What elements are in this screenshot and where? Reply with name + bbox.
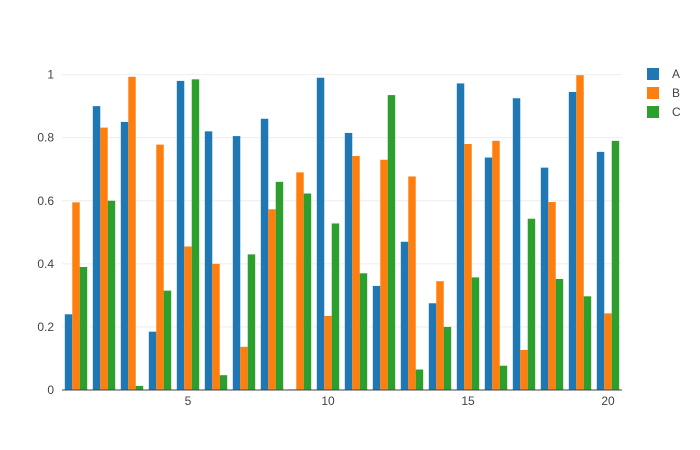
bar-B-20[interactable] [604, 313, 612, 390]
bar-A-11[interactable] [344, 132, 353, 390]
bar-B-3[interactable] [128, 76, 136, 391]
y-tick-label: 0.8 [37, 131, 54, 145]
bar-C-4[interactable] [163, 290, 172, 390]
bar-A-1[interactable] [64, 314, 73, 390]
bar-C-12[interactable] [387, 95, 396, 390]
bar-B-4[interactable] [156, 144, 164, 390]
bar-C-18[interactable] [555, 278, 564, 390]
y-tick-label: 0.4 [37, 257, 54, 271]
bar-C-11[interactable] [359, 273, 368, 390]
bar-B-6[interactable] [212, 263, 220, 390]
bars [64, 75, 620, 391]
bar-A-14[interactable] [428, 303, 437, 390]
bar-B-7[interactable] [240, 346, 248, 390]
bar-C-17[interactable] [527, 218, 536, 390]
bar-A-3[interactable] [120, 121, 129, 391]
bar-C-10[interactable] [331, 223, 340, 390]
bar-A-2[interactable] [92, 106, 101, 390]
legend-swatch [647, 106, 659, 118]
bar-A-19[interactable] [568, 91, 577, 390]
bar-A-15[interactable] [456, 83, 465, 391]
legend-label: C [672, 105, 681, 119]
bar-A-7[interactable] [232, 136, 241, 390]
bar-B-5[interactable] [184, 246, 192, 390]
legend-item-B[interactable]: B [647, 86, 680, 100]
legend-label: A [672, 67, 680, 81]
y-tick-label: 0.2 [37, 320, 54, 334]
legend-item-C[interactable]: C [647, 105, 681, 119]
bar-C-19[interactable] [583, 296, 592, 390]
y-tick-label: 0 [47, 383, 54, 397]
bar-B-2[interactable] [100, 127, 108, 390]
legend-swatch [647, 87, 659, 99]
bar-C-13[interactable] [415, 369, 424, 391]
bar-B-13[interactable] [408, 176, 416, 390]
bar-C-20[interactable] [611, 140, 620, 390]
bar-B-9[interactable] [296, 172, 304, 390]
bar-C-7[interactable] [247, 254, 256, 390]
legend-swatch [647, 68, 659, 80]
bar-C-6[interactable] [219, 375, 228, 390]
bar-A-12[interactable] [372, 285, 381, 390]
x-tick-label: 5 [185, 394, 192, 408]
bar-B-14[interactable] [436, 281, 444, 390]
bar-B-18[interactable] [548, 202, 556, 390]
legend-label: B [672, 86, 680, 100]
x-tick-label: 10 [321, 394, 335, 408]
bar-C-1[interactable] [79, 266, 88, 390]
bar-C-2[interactable] [107, 200, 116, 390]
bar-A-18[interactable] [540, 167, 549, 390]
legend-item-A[interactable]: A [647, 67, 680, 81]
bar-A-6[interactable] [204, 131, 213, 391]
bar-A-17[interactable] [512, 98, 521, 390]
bar-B-15[interactable] [464, 143, 472, 390]
bar-B-8[interactable] [268, 209, 276, 390]
bar-C-9[interactable] [303, 193, 312, 391]
bar-C-8[interactable] [275, 181, 284, 390]
bar-A-20[interactable] [596, 151, 605, 390]
bar-B-16[interactable] [492, 140, 500, 390]
y-tick-label: 0.6 [37, 194, 54, 208]
bar-B-17[interactable] [520, 349, 528, 390]
bar-A-13[interactable] [400, 241, 409, 390]
bar-B-10[interactable] [324, 315, 332, 390]
legend[interactable]: ABC [647, 67, 681, 119]
bar-B-12[interactable] [380, 159, 388, 390]
bar-C-16[interactable] [499, 365, 508, 390]
bar-A-4[interactable] [148, 331, 157, 390]
bar-A-16[interactable] [484, 157, 493, 390]
bar-C-3[interactable] [135, 385, 144, 390]
x-tick-label: 15 [461, 394, 475, 408]
bar-A-5[interactable] [176, 80, 185, 391]
bar-C-15[interactable] [471, 277, 480, 390]
axes: 00.20.40.60.815 10 15 20 [37, 68, 622, 408]
bar-C-14[interactable] [443, 326, 452, 390]
y-tick-label: 1 [47, 68, 54, 82]
bar-A-8[interactable] [260, 118, 269, 390]
x-tick-label: 20 [601, 394, 615, 408]
grid [62, 74, 622, 328]
bar-B-11[interactable] [352, 155, 360, 390]
bar-B-1[interactable] [72, 202, 80, 390]
bar-C-5[interactable] [191, 79, 200, 390]
bar-B-19[interactable] [576, 75, 584, 390]
bar-A-10[interactable] [316, 77, 325, 391]
